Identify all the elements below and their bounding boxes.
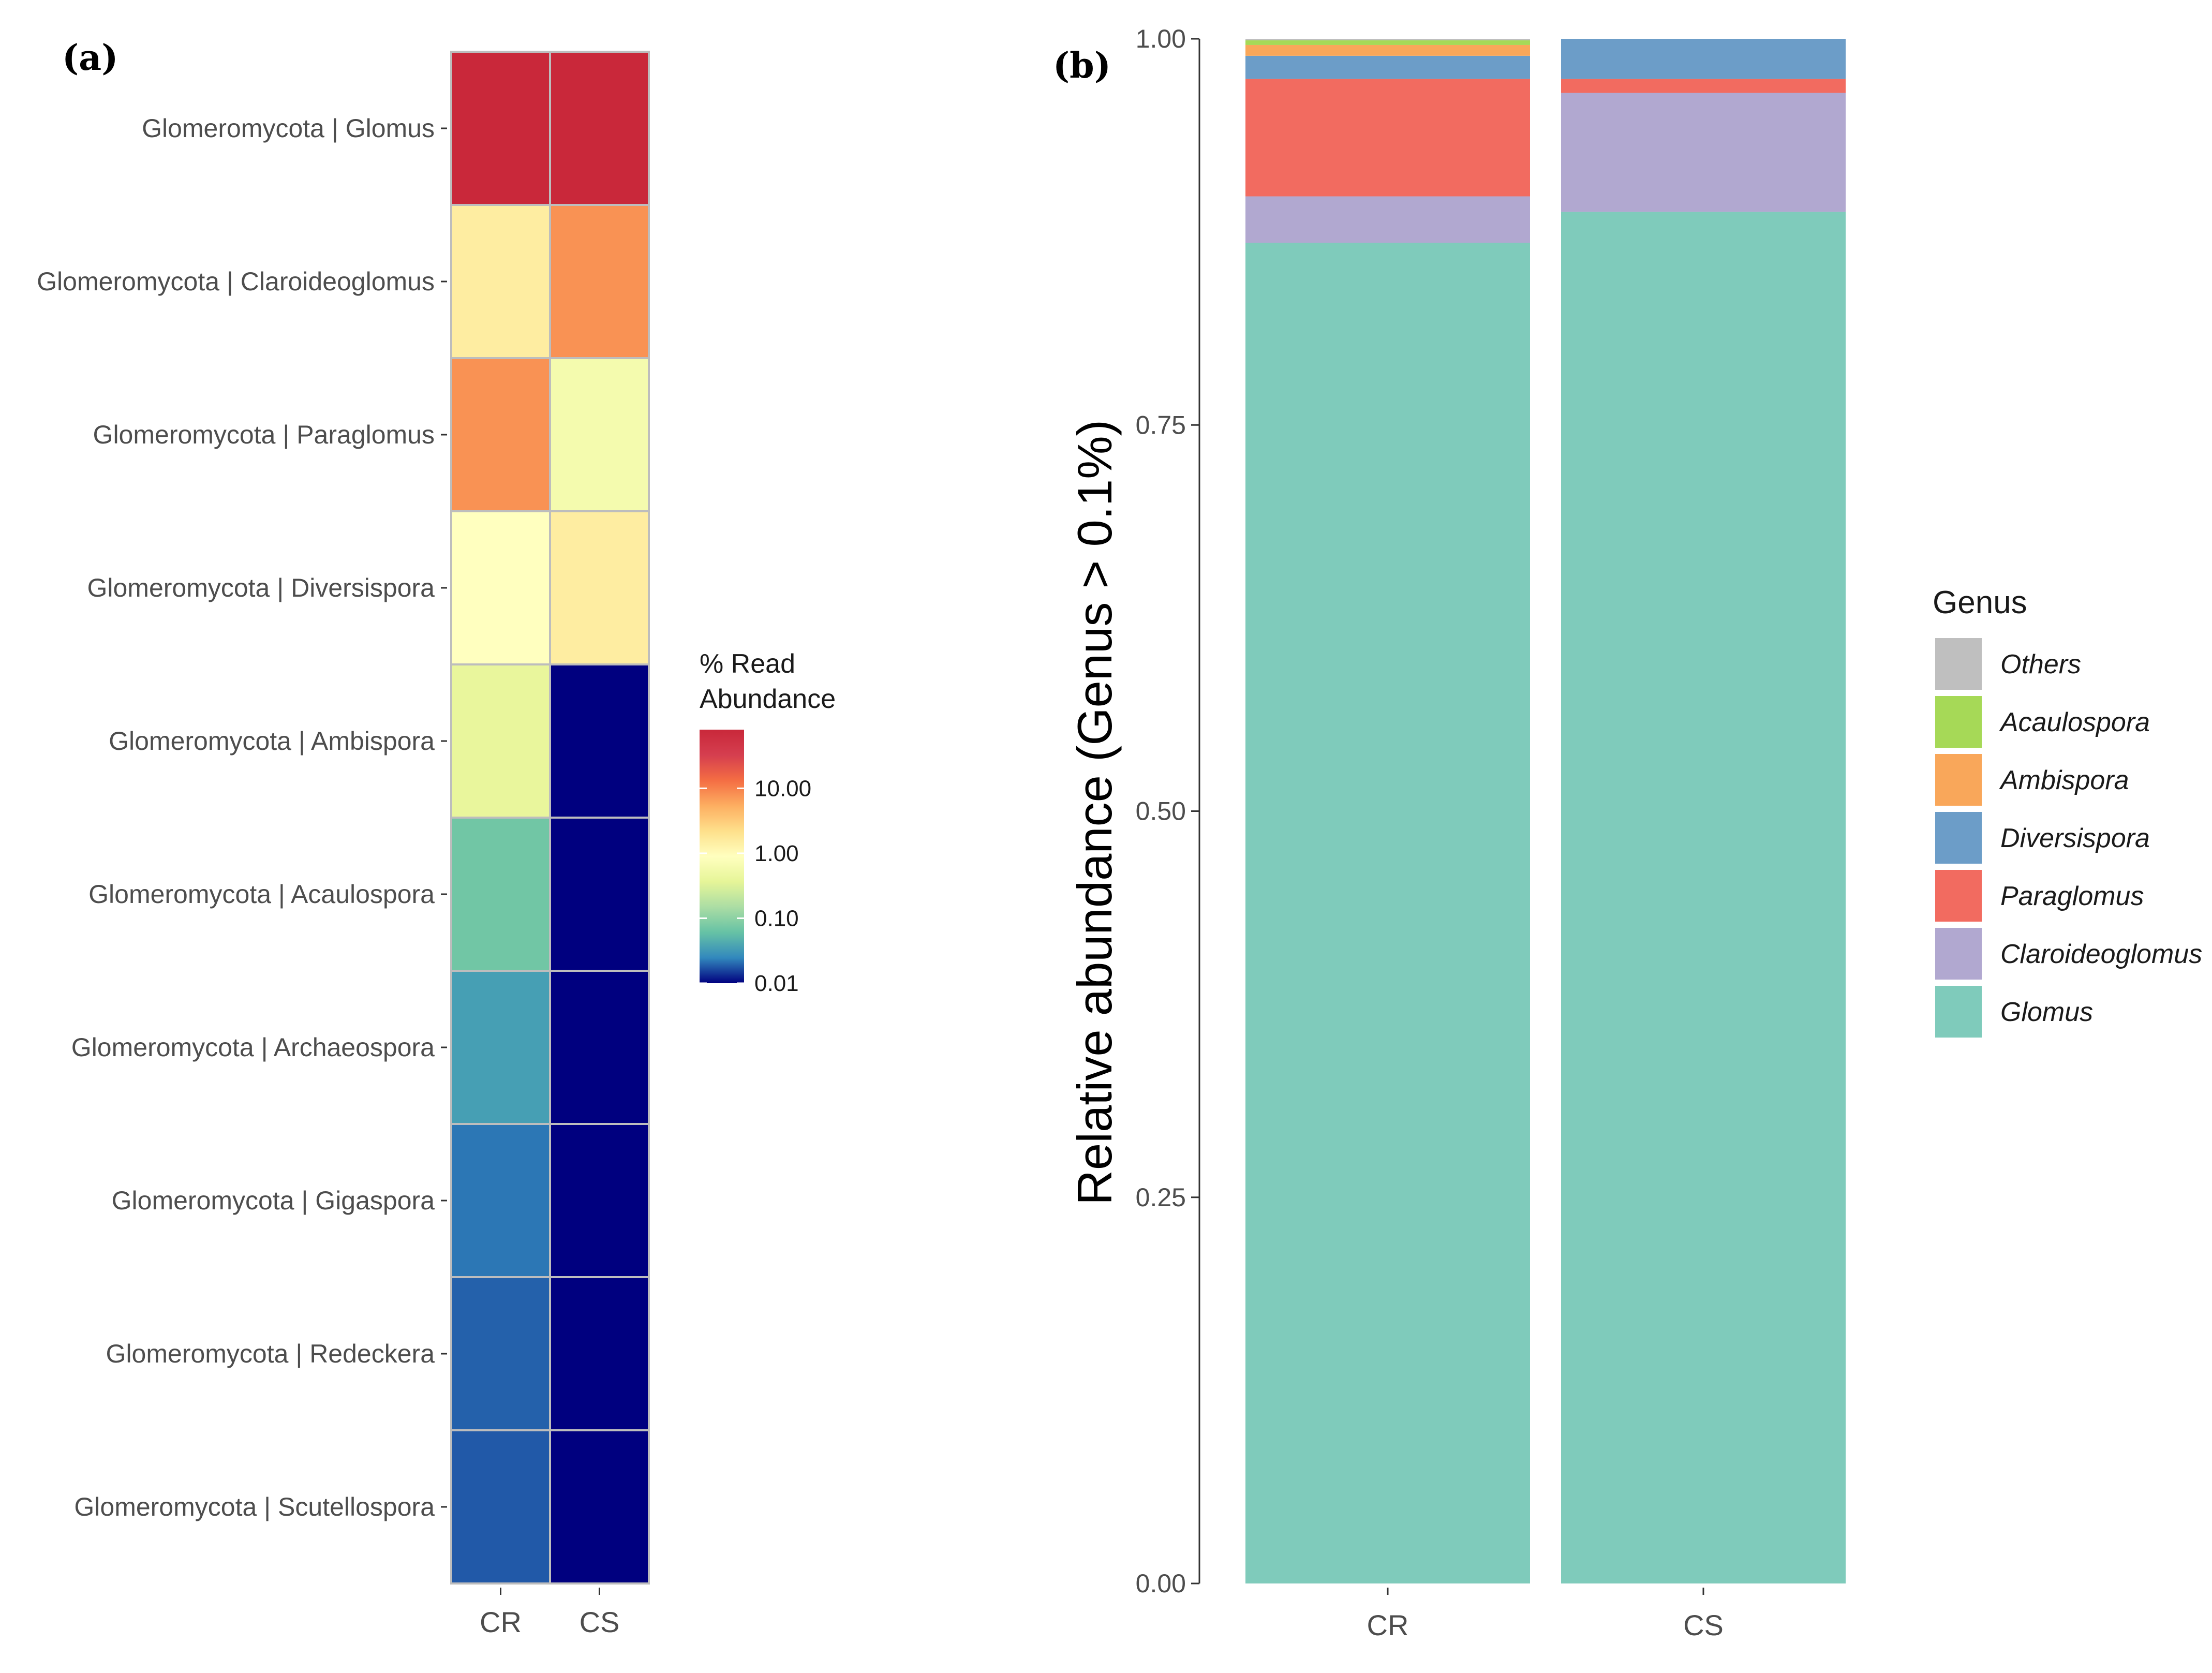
legend-label: Ambispora (1999, 765, 2129, 795)
y-axis-title: Relative abundance (Genus > 0.1%) (1067, 420, 1122, 1205)
heatmap-cell (450, 357, 551, 512)
panel-b-label: (b) (1053, 45, 1111, 86)
heatmap-cell (450, 663, 551, 819)
heatmap-cell (549, 51, 650, 206)
legend-swatch (1935, 986, 1982, 1038)
y-axis-tick-label: 0.00 (1136, 1569, 1186, 1598)
heatmap-cell (549, 817, 650, 972)
heatmap-row-label: Glomeromycota | Gigaspora (112, 1186, 435, 1215)
heatmap-row-label: Glomeromycota | Paraglomus (93, 420, 435, 449)
bar-segments (1245, 39, 1846, 1583)
bar-segment (1245, 243, 1530, 1583)
heatmap-cell (450, 1276, 551, 1431)
legend-items: Others Acaulospora Ambispora Diversispora Pa… (1935, 638, 2202, 1038)
heatmap-cell (549, 510, 650, 665)
y-axis-tick-label: 0.50 (1136, 797, 1186, 826)
bar-segment (1561, 212, 1846, 1583)
heatmap-cells (450, 51, 650, 1585)
heatmap-cell (549, 1276, 650, 1431)
x-axis-tick-label: CR (1367, 1609, 1409, 1641)
legend-swatch (1935, 928, 1982, 980)
heatmap-row-label: Glomeromycota | Claroideoglomus (37, 267, 435, 296)
colorbar: % Read Abundance 10.00 1.00 0.10 0.01 (700, 649, 836, 996)
legend-label: Paraglomus (2000, 881, 2144, 911)
heatmap-column-label: CS (580, 1606, 620, 1638)
heatmap-column-label: CR (480, 1606, 522, 1638)
legend-label: Diversispora (2000, 823, 2150, 853)
bar-segment (1245, 45, 1530, 56)
heatmap-cell (549, 357, 650, 512)
bar-segment (1561, 79, 1846, 93)
heatmap-cell (450, 1429, 551, 1585)
legend-swatch (1935, 870, 1982, 922)
heatmap-cell (450, 1123, 551, 1278)
legend-title: Genus (1933, 585, 2027, 620)
colorbar-tick-label: 1.00 (754, 841, 799, 866)
x-axis-ticks: CR CS (1367, 1588, 1724, 1641)
colorbar-title-line-1: % Read (700, 649, 795, 679)
y-axis-ticks: 0.00 0.25 0.50 0.75 1.00 (1136, 24, 1199, 1598)
heatmap-cell (549, 1123, 650, 1278)
legend-swatch (1935, 812, 1982, 864)
bar-segment (1561, 93, 1846, 212)
colorbar-ticks: 10.00 1.00 0.10 0.01 (700, 776, 811, 996)
colorbar-gradient (700, 730, 744, 983)
heatmap-cell (450, 510, 551, 665)
bar-segment (1561, 39, 1846, 79)
legend-swatch (1935, 696, 1982, 748)
heatmap-row-label: Glomeromycota | Scutellospora (74, 1492, 435, 1521)
heatmap-cell (549, 1429, 650, 1585)
legend-label: Glomus (2000, 997, 2093, 1027)
heatmap-row-label: Glomeromycota | Glomus (142, 114, 435, 143)
colorbar-tick-label: 10.00 (754, 776, 811, 801)
x-axis-tick-label: CS (1683, 1609, 1724, 1641)
bar-segment (1245, 55, 1530, 79)
heatmap-cell (549, 204, 650, 359)
colorbar-tick-label: 0.10 (754, 906, 799, 931)
bar-segment (1245, 196, 1530, 243)
y-axis-tick-label: 0.75 (1136, 410, 1186, 439)
heatmap-row-labels: Glomeromycota | Glomus Glomeromycota | Cl… (37, 114, 447, 1521)
heatmap-row-label: Glomeromycota | Diversispora (87, 573, 435, 602)
y-axis-tick-label: 1.00 (1136, 24, 1186, 53)
legend: Genus Others Acaulospora Ambispora Diversis… (1933, 585, 2202, 1038)
heatmap-row-label: Glomeromycota | Archaeospora (71, 1033, 435, 1062)
heatmap-cell (450, 817, 551, 972)
heatmap-cell (450, 204, 551, 359)
legend-swatch (1935, 638, 1982, 690)
legend-label: Others (2000, 649, 2081, 679)
panel-a-label: (a) (62, 37, 118, 79)
heatmap-cell (549, 970, 650, 1125)
heatmap-cell (549, 663, 650, 819)
legend-label: Claroideoglomus (2000, 939, 2202, 969)
colorbar-tick-label: 0.01 (754, 971, 799, 996)
bar-segment (1245, 79, 1530, 197)
heatmap-column-labels: CR CS (480, 1588, 619, 1638)
y-axis-tick-label: 0.25 (1136, 1183, 1186, 1212)
colorbar-title-line-2: Abundance (700, 684, 836, 714)
heatmap-row-label: Glomeromycota | Redeckera (106, 1339, 435, 1368)
heatmap-row-label: Glomeromycota | Acaulospora (88, 880, 435, 909)
legend-label: Acaulospora (1999, 707, 2150, 737)
heatmap-row-label: Glomeromycota | Ambispora (109, 727, 435, 756)
bar-segment (1245, 39, 1530, 40)
heatmap-panel: (a) Glomeromycota | GlomusGlomeromycota … (37, 37, 836, 1638)
bar-segment (1245, 40, 1530, 45)
heatmap-cell (450, 970, 551, 1125)
legend-swatch (1935, 754, 1982, 806)
heatmap-cell (450, 51, 551, 206)
stacked-bar-panel: (b) Relative abundance (Genus > 0.1%) 0.… (1053, 24, 2202, 1641)
